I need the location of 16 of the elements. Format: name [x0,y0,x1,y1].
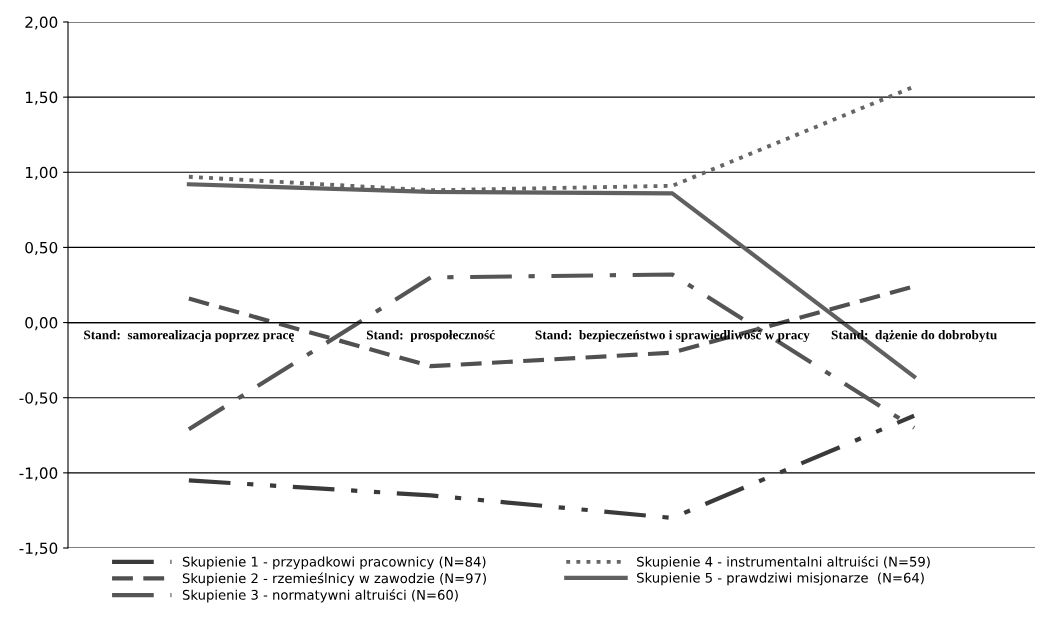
y-tick-label: 1,50 [25,91,58,105]
x-tick-label: Stand: prospołeczność [366,330,495,343]
y-tick-label: 0,50 [25,241,58,256]
y-tick-label: 1,00 [25,166,58,180]
y-tick-label: 0,00 [25,317,58,331]
legend-label: Skupienie 2 - rzemieślnicy w zawodzie (N=97) [182,572,486,586]
legend-label: Skupienie 3 - normatywni altruiści (N=60) [182,589,458,603]
legend-label: Skupienie 5 - prawdziwi misjonarze (N=64) [637,572,924,586]
y-tick-label: -0,50 [19,392,58,406]
line-series [186,413,917,521]
x-tick-label: Stand: samorealizacja poprzez pracę [84,330,294,343]
y-tick-label: -1,50 [19,542,58,556]
legend-label: Skupienie 4 - instrumentalni altruiści (N=59) [637,555,930,570]
y-tick-label: -1,00 [19,467,58,481]
legend-label: Skupienie 1 - przypadkowi pracownicy (N=84) [182,556,486,570]
y-tick-label: 2,00 [25,16,58,30]
